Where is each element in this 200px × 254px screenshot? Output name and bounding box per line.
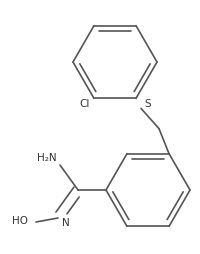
Text: Cl: Cl <box>79 99 90 109</box>
Text: N: N <box>62 218 69 228</box>
Text: S: S <box>143 99 150 109</box>
Text: H₂N: H₂N <box>37 153 57 163</box>
Text: HO: HO <box>12 216 28 226</box>
